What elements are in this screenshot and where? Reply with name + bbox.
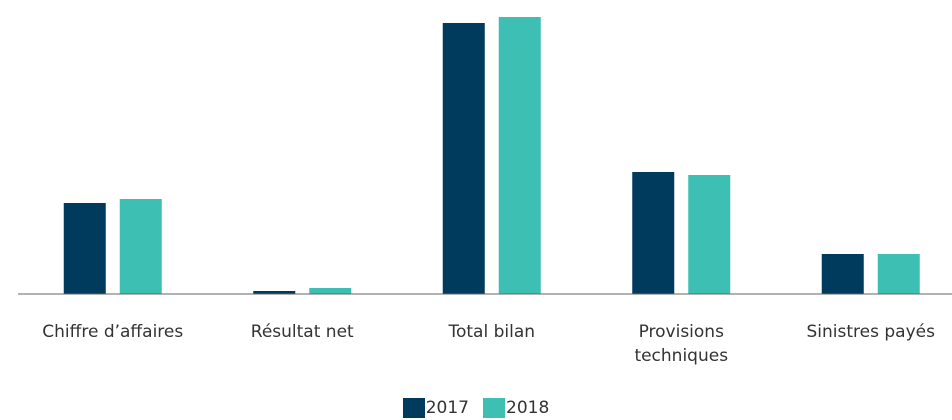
bar — [309, 288, 352, 294]
x-tick-label: Résultat net — [250, 322, 354, 342]
bar — [821, 254, 864, 294]
bar — [119, 199, 162, 294]
legend-swatch — [483, 398, 505, 418]
legend: 2017 2018 — [0, 398, 952, 418]
legend-item: 2017 — [402, 398, 469, 418]
x-tick-label: Total bilan — [448, 322, 536, 342]
legend-swatch — [402, 398, 425, 418]
x-tick-label: Provisions techniques — [634, 322, 729, 366]
bar — [498, 17, 541, 294]
bar — [688, 175, 731, 294]
legend-label: 2018 — [506, 398, 550, 418]
bar — [442, 23, 485, 294]
bar — [253, 291, 296, 294]
bar — [632, 172, 675, 294]
legend-item: 2018 — [483, 398, 549, 418]
x-tick-label: Sinistres payés — [806, 322, 935, 342]
legend-label: 2017 — [425, 398, 469, 418]
bar — [63, 203, 106, 294]
bar — [877, 254, 920, 294]
x-tick-label: Chiffre d’affaires — [42, 322, 184, 342]
